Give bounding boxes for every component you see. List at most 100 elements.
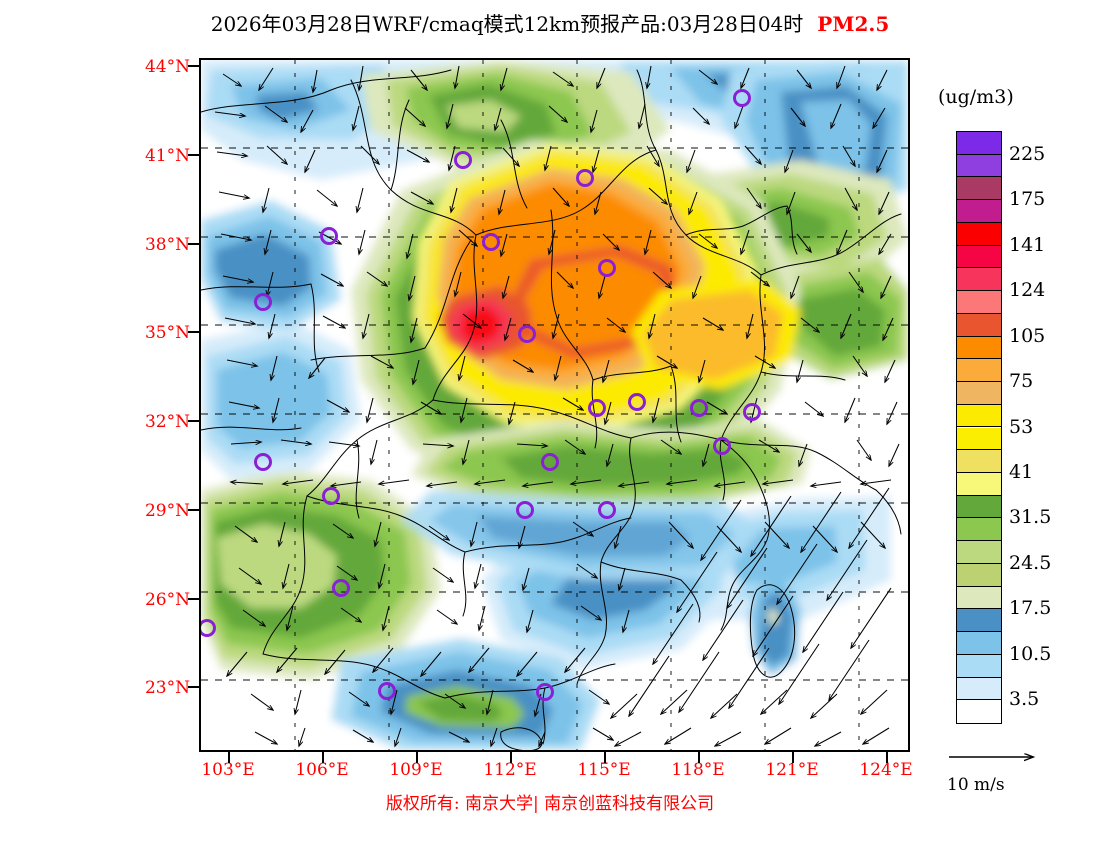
station-marker[interactable] <box>516 501 534 519</box>
colorbar-tick-label: 31.5 <box>1009 506 1052 529</box>
lon-label: 115°E <box>577 760 631 780</box>
lat-tick <box>188 154 199 156</box>
lat-tick <box>188 243 199 245</box>
station-marker[interactable] <box>518 325 536 343</box>
title-text: 2026年03月28日WRF/cmaq模式12km预报产品:03月28日04时 <box>210 12 804 36</box>
station-marker[interactable] <box>628 393 646 411</box>
colorbar[interactable] <box>956 131 1002 724</box>
lat-label: 38°N <box>144 235 190 255</box>
lon-label: 109°E <box>389 760 443 780</box>
administrative-boundaries <box>201 69 902 750</box>
wind-arrow-icon <box>949 745 1057 771</box>
lon-tick <box>886 752 888 763</box>
colorbar-tick-label: 141 <box>1009 233 1046 256</box>
concentration-field <box>201 60 908 750</box>
station-marker[interactable] <box>482 233 500 251</box>
colorbar-band <box>957 268 1001 292</box>
lon-tick <box>698 752 700 763</box>
lat-label: 44°N <box>144 57 190 77</box>
lat-label: 23°N <box>144 678 190 698</box>
lat-tick <box>188 331 199 333</box>
station-marker[interactable] <box>254 453 272 471</box>
map-canvas <box>201 60 908 750</box>
colorbar-tick-label: 175 <box>1009 188 1046 211</box>
lat-label: 26°N <box>144 590 190 610</box>
colorbar-band <box>957 654 1001 678</box>
station-marker[interactable] <box>378 682 396 700</box>
colorbar-band <box>957 472 1001 496</box>
colorbar-tick-label: 75 <box>1009 370 1034 393</box>
station-marker[interactable] <box>576 169 594 187</box>
colorbar-unit-label: (ug/m3) <box>938 86 1014 108</box>
colorbar-band <box>957 632 1001 655</box>
lon-tick <box>604 752 606 763</box>
colorbar-band <box>957 518 1001 542</box>
species-label: PM2.5 <box>817 12 890 36</box>
colorbar-band <box>957 541 1001 564</box>
station-marker[interactable] <box>536 683 554 701</box>
station-marker[interactable] <box>743 403 761 421</box>
colorbar-tick-label: 24.5 <box>1009 551 1052 574</box>
lon-label: 112°E <box>483 760 537 780</box>
lat-tick <box>188 598 199 600</box>
lat-tick <box>188 686 199 688</box>
map-plot-area[interactable] <box>199 58 910 752</box>
colorbar-tick-label: 10.5 <box>1009 642 1052 665</box>
lon-tick <box>416 752 418 763</box>
colorbar-band <box>957 563 1001 587</box>
station-marker[interactable] <box>541 453 559 471</box>
station-marker[interactable] <box>713 437 731 455</box>
colorbar-band <box>957 450 1001 473</box>
station-marker[interactable] <box>454 151 472 169</box>
lon-tick <box>510 752 512 763</box>
colorbar-band <box>957 222 1001 246</box>
colorbar-band <box>957 495 1001 519</box>
lat-label: 41°N <box>144 146 190 166</box>
lat-label: 29°N <box>144 501 190 521</box>
colorbar-band <box>957 291 1001 314</box>
lon-tick <box>322 752 324 763</box>
colorbar-tick-label: 124 <box>1009 279 1046 302</box>
wind-scale-key: 10 m/s <box>947 745 1087 795</box>
station-marker[interactable] <box>322 487 340 505</box>
lon-label: 121°E <box>765 760 819 780</box>
lon-tick <box>228 752 230 763</box>
station-marker[interactable] <box>598 501 616 519</box>
monitoring-stations[interactable] <box>201 89 761 701</box>
colorbar-band <box>957 404 1001 428</box>
lon-label: 106°E <box>295 760 349 780</box>
colorbar-band <box>957 245 1001 269</box>
lat-tick <box>188 509 199 511</box>
colorbar-tick-label: 105 <box>1009 324 1046 347</box>
colorbar-band <box>957 359 1001 383</box>
colorbar-band <box>957 677 1001 701</box>
lon-label: 124°E <box>859 760 913 780</box>
station-marker[interactable] <box>598 259 616 277</box>
station-marker[interactable] <box>201 619 216 637</box>
colorbar-band <box>957 586 1001 610</box>
colorbar-band <box>957 427 1001 451</box>
colorbar-band <box>957 700 1001 723</box>
lat-label: 32°N <box>144 412 190 432</box>
colorbar-tick-label: 225 <box>1009 142 1046 165</box>
station-marker[interactable] <box>690 399 708 417</box>
colorbar-tick-label: 41 <box>1009 460 1034 483</box>
station-marker[interactable] <box>733 89 751 107</box>
lon-label: 103°E <box>201 760 255 780</box>
graticule <box>201 147 908 681</box>
colorbar-band <box>957 313 1001 337</box>
station-marker[interactable] <box>332 579 350 597</box>
copyright-notice: 版权所有: 南京大学| 南京创蓝科技有限公司 <box>385 794 715 814</box>
station-marker[interactable] <box>588 399 606 417</box>
lon-label: 118°E <box>671 760 725 780</box>
lat-tick <box>188 420 199 422</box>
station-marker[interactable] <box>320 227 338 245</box>
lon-tick <box>792 752 794 763</box>
colorbar-band <box>957 336 1001 360</box>
colorbar-band <box>957 154 1001 178</box>
lat-label: 35°N <box>144 323 190 343</box>
station-marker[interactable] <box>254 293 272 311</box>
graticule-meridians <box>294 60 860 750</box>
colorbar-band <box>957 200 1001 223</box>
